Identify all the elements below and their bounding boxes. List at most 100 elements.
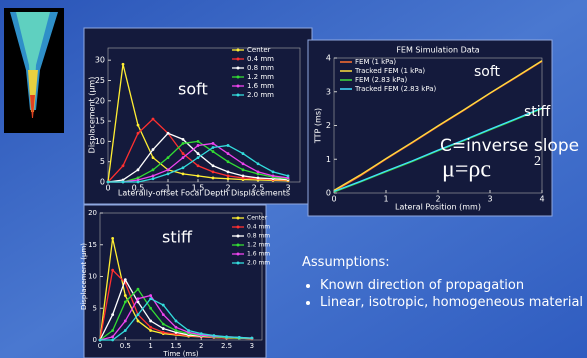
legend-label: FEM (2.83 kPa) [355,76,408,84]
data-point [124,320,127,323]
assumption: Linear, isotropic, homogeneous material [320,294,587,311]
formula-superscript: 2 [534,154,541,169]
data-point [124,329,127,332]
data-point [122,63,125,66]
data-point [111,339,114,342]
data-point [257,177,260,180]
data-point [227,152,230,155]
data-point [242,162,245,165]
data-point [149,297,152,300]
chart-panel [308,40,552,216]
data-point [152,148,155,151]
data-point [225,335,228,338]
chart-title: FEM Simulation Data [396,46,479,55]
legend-marker [237,94,240,97]
data-point [162,327,165,330]
x-axis-label: Time (ms) [162,350,199,358]
data-point [197,140,200,143]
legend-marker [237,76,240,79]
slide: {"chart_data":[ {"type":"line","title":"… [0,0,587,358]
ultrasound-image [4,8,64,133]
data-point [182,142,185,145]
y-tick-label: 10 [88,273,97,281]
data-point [175,329,178,332]
data-point [122,181,125,184]
data-point [124,294,127,297]
data-point [137,181,140,184]
data-point [227,144,230,147]
y-tick-label: 4 [326,54,331,63]
x-tick-label: 1 [383,195,388,204]
legend-label: 2.0 mm [247,260,270,267]
y-axis-label: Displacement (µm) [88,77,97,154]
data-point [200,332,203,335]
chart-title: Laterally-offset Focal Depth Displacemen… [118,189,290,198]
data-point [137,288,140,291]
x-axis-label: Lateral Position (mm) [395,203,481,212]
data-point [162,313,165,316]
legend-label: 0.8 mm [247,64,274,72]
assumptions-heading: Assumptions: [302,254,587,271]
data-point [227,177,230,180]
data-point [250,337,253,340]
legend-marker [237,253,240,256]
data-point [242,152,245,155]
y-tick-label: 0 [93,336,97,344]
data-point [152,175,155,178]
data-point [272,170,275,173]
data-point [111,313,114,316]
data-point [197,152,200,155]
data-point [182,156,185,159]
data-point [152,177,155,180]
data-point [212,142,215,145]
legend-label: 0.4 mm [247,224,270,231]
data-point [167,132,170,135]
y-tick-label: 2 [326,121,331,130]
data-point [162,304,165,307]
y-tick-label: 5 [100,157,105,166]
data-point [187,329,190,332]
x-tick-label: 1.5 [170,342,181,350]
data-point [212,146,215,149]
legend-label: 0.8 mm [247,233,270,240]
legend-label: Tracked FEM (1 kPa) [354,67,425,75]
legend-label: 1.6 mm [247,251,270,258]
data-point [212,150,215,153]
legend-label: Center [247,46,271,54]
legend-marker [237,235,240,238]
legend-marker [237,262,240,265]
data-point [272,175,275,178]
x-tick-label: 2.5 [221,342,232,350]
legend-label: 1.2 mm [247,73,274,81]
y-tick-label: 5 [93,304,97,312]
data-point [167,156,170,159]
data-point [152,168,155,171]
legend-marker [237,85,240,88]
x-tick-label: 1 [148,342,152,350]
legend-label: Tracked FEM (2.83 kPa) [354,85,437,93]
data-point [107,181,110,184]
legend-label: FEM (1 kPa) [355,58,396,66]
data-point [111,269,114,272]
assumptions: Assumptions: Known direction of propagat… [302,254,587,311]
assumption: Known direction of propagation [320,277,587,294]
y-tick-label: 0 [326,189,331,198]
data-point [111,237,114,240]
data-point [182,172,185,175]
data-point [182,166,185,169]
data-point [111,335,114,338]
legend-marker [237,67,240,70]
data-point [175,320,178,323]
data-point [197,175,200,178]
data-point [175,326,178,329]
data-point [238,336,241,339]
y-tick-label: 20 [88,209,97,217]
x-tick-label: 0 [105,184,110,193]
data-point [162,323,165,326]
data-point [167,172,170,175]
data-point [242,175,245,178]
legend-label: 0.4 mm [247,55,274,63]
x-tick-label: 0 [98,342,102,350]
data-point [242,168,245,171]
data-point [212,164,215,167]
